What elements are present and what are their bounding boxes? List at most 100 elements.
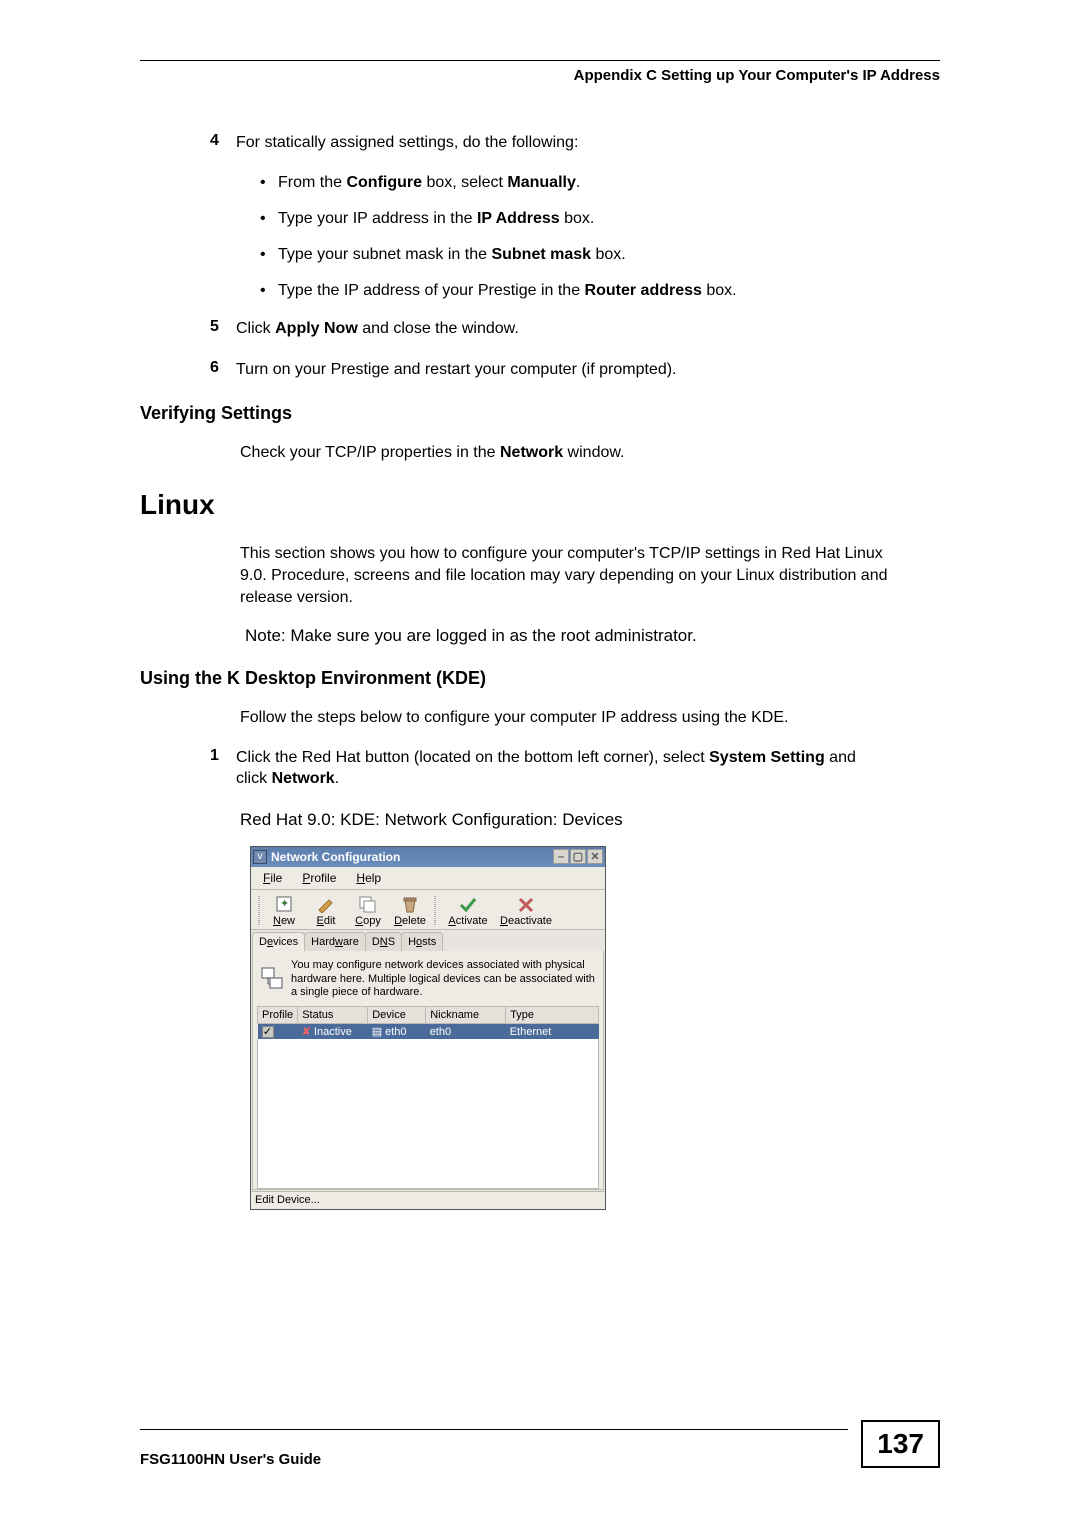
- maximize-button[interactable]: ▢: [570, 849, 586, 864]
- bullet-4-pre: Type the IP address of your Prestige in …: [278, 282, 585, 299]
- tool-new[interactable]: ✦ New: [263, 894, 305, 927]
- kde-para: Follow the steps below to configure your…: [240, 707, 900, 729]
- bullet-2-mid: box.: [560, 210, 595, 227]
- header-title: Appendix C Setting up Your Computer's IP…: [140, 67, 940, 84]
- toolbar: ✦ New Edit Copy Delete Activate: [251, 890, 605, 930]
- table-row[interactable]: ✓ ✘Inactive ▤eth0 eth0 Ethernet: [258, 1024, 599, 1040]
- step-4-bullets: • From the Configure box, select Manuall…: [260, 174, 940, 300]
- kde-step-1: 1 Click the Red Hat button (located on t…: [210, 747, 940, 790]
- col-profile[interactable]: Profile: [258, 1007, 298, 1024]
- tab-hardware[interactable]: Hardware: [304, 932, 366, 951]
- verifying-para-post: window.: [563, 444, 624, 461]
- bullet-3: • Type your subnet mask in the Subnet ma…: [260, 246, 940, 264]
- step-4-text: For statically assigned settings, do the…: [236, 132, 578, 154]
- menu-profile[interactable]: Profile: [294, 870, 344, 886]
- verifying-para: Check your TCP/IP properties in the Netw…: [240, 442, 900, 464]
- cell-status-text: Inactive: [314, 1026, 352, 1038]
- cell-profile: ✓: [258, 1024, 298, 1040]
- col-type[interactable]: Type: [506, 1007, 599, 1024]
- activate-icon: [457, 894, 479, 914]
- tab-devices[interactable]: Devices: [252, 932, 305, 951]
- table-empty-area: [257, 1039, 599, 1189]
- menu-help[interactable]: Help: [348, 870, 389, 886]
- step-5: 5 Click Apply Now and close the window.: [210, 318, 940, 340]
- footer: FSG1100HN User's Guide 137: [140, 1420, 940, 1468]
- cell-device-text: eth0: [385, 1026, 406, 1038]
- window-title: Network Configuration: [271, 850, 552, 864]
- verifying-heading: Verifying Settings: [140, 403, 940, 424]
- step-5-post: and close the window.: [358, 320, 519, 337]
- tab-dns[interactable]: DNS: [365, 932, 402, 951]
- step-5-pre: Click: [236, 320, 275, 337]
- info-text: You may configure network devices associ…: [291, 959, 597, 1000]
- deactivate-icon: [515, 894, 537, 914]
- cell-device: ▤eth0: [368, 1024, 426, 1040]
- verifying-para-pre: Check your TCP/IP properties in the: [240, 444, 500, 461]
- tool-edit[interactable]: Edit: [305, 894, 347, 927]
- bullet-1-pre: From the: [278, 174, 346, 191]
- kde-step-pre: Click the Red Hat button (located on the…: [236, 749, 709, 766]
- linux-heading: Linux: [140, 489, 940, 521]
- footer-guide: FSG1100HN User's Guide: [140, 1451, 321, 1468]
- step-6-text: Turn on your Prestige and restart your c…: [236, 359, 676, 381]
- bullet-2-b1: IP Address: [477, 210, 560, 227]
- step-5-num: 5: [210, 318, 236, 340]
- tab-strip: Devices Hardware DNS Hosts: [251, 930, 605, 951]
- kde-step-1-num: 1: [210, 747, 236, 790]
- figure-caption: Red Hat 9.0: KDE: Network Configuration:…: [240, 810, 940, 830]
- svg-text:✦: ✦: [280, 898, 289, 910]
- toolbar-sep: [434, 896, 436, 925]
- bullet-1-post: .: [576, 174, 580, 191]
- device-table: Profile Status Device Nickname Type ✓ ✘I…: [257, 1006, 599, 1039]
- step-6-num: 6: [210, 359, 236, 381]
- linux-para: This section shows you how to configure …: [240, 543, 900, 608]
- tab-hosts[interactable]: Hosts: [401, 932, 443, 951]
- bullet-dot: •: [260, 246, 278, 264]
- nic-icon: ▤: [372, 1026, 382, 1038]
- linux-note: Note: Make sure you are logged in as the…: [245, 626, 940, 646]
- toolbar-grip: [258, 896, 260, 925]
- col-device[interactable]: Device: [368, 1007, 426, 1024]
- bullet-1-b1: Configure: [346, 174, 422, 191]
- minimize-button[interactable]: –: [553, 849, 569, 864]
- header-rule: [140, 60, 940, 61]
- col-status[interactable]: Status: [298, 1007, 368, 1024]
- bullet-dot: •: [260, 210, 278, 228]
- kde-step-b2: Network: [272, 770, 335, 787]
- step-4: 4 For statically assigned settings, do t…: [210, 132, 940, 154]
- network-config-window: v Network Configuration – ▢ ✕ File Profi…: [250, 846, 606, 1210]
- bullet-4: • Type the IP address of your Prestige i…: [260, 282, 940, 300]
- bullet-3-mid: box.: [591, 246, 626, 263]
- bullet-2: • Type your IP address in the IP Address…: [260, 210, 940, 228]
- bullet-dot: •: [260, 174, 278, 192]
- cell-type: Ethernet: [506, 1024, 599, 1040]
- bullet-2-pre: Type your IP address in the: [278, 210, 477, 227]
- bullet-1: • From the Configure box, select Manuall…: [260, 174, 940, 192]
- new-icon: ✦: [273, 894, 295, 914]
- tool-deactivate[interactable]: Deactivate: [497, 894, 555, 927]
- tool-activate[interactable]: Activate: [439, 894, 497, 927]
- window-control-icon[interactable]: v: [253, 850, 267, 864]
- menubar: File Profile Help: [251, 867, 605, 890]
- kde-step-b1: System Setting: [709, 749, 825, 766]
- bullet-3-b1: Subnet mask: [491, 246, 591, 263]
- tab-body: You may configure network devices associ…: [252, 951, 604, 1190]
- edit-icon: [315, 894, 337, 914]
- step-5-b1: Apply Now: [275, 320, 358, 337]
- bullet-4-mid: box.: [702, 282, 737, 299]
- kde-heading: Using the K Desktop Environment (KDE): [140, 668, 940, 689]
- tool-copy[interactable]: Copy: [347, 894, 389, 927]
- profile-checkbox[interactable]: ✓: [262, 1026, 274, 1038]
- page-number: 137: [861, 1420, 940, 1468]
- bullet-1-b2: Manually: [507, 174, 575, 191]
- cell-status: ✘Inactive: [298, 1024, 368, 1040]
- step-4-num: 4: [210, 132, 236, 154]
- devices-icon: [259, 959, 291, 1000]
- menu-file[interactable]: File: [255, 870, 290, 886]
- titlebar: v Network Configuration – ▢ ✕: [251, 847, 605, 867]
- close-button[interactable]: ✕: [587, 849, 603, 864]
- col-nickname[interactable]: Nickname: [426, 1007, 506, 1024]
- tool-delete[interactable]: Delete: [389, 894, 431, 927]
- bullet-4-b1: Router address: [585, 282, 702, 299]
- bullet-3-pre: Type your subnet mask in the: [278, 246, 491, 263]
